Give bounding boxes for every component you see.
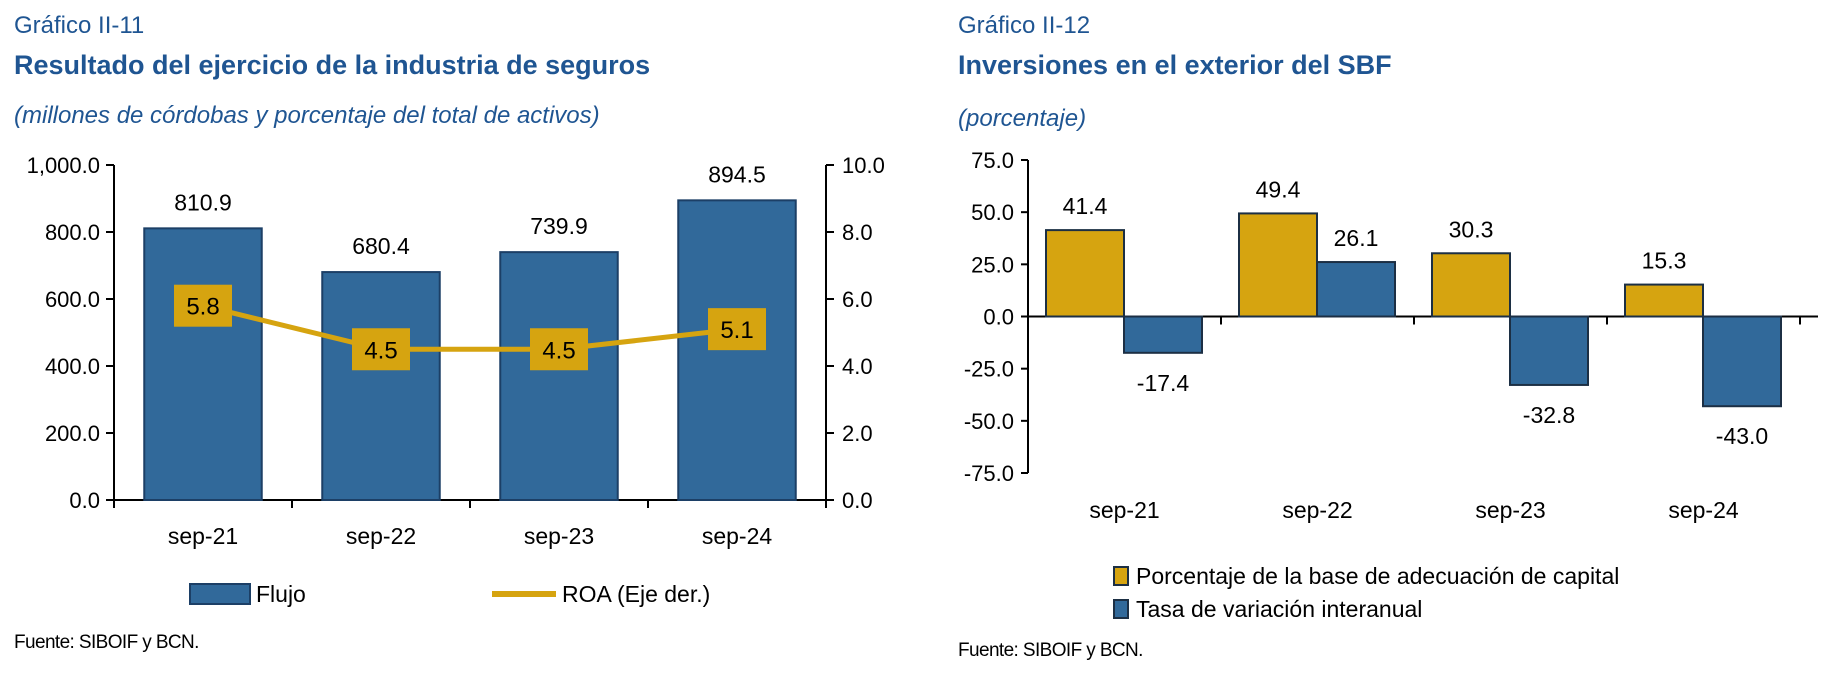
y2-tick-label: 0.0 — [842, 488, 873, 513]
figure-number: Gráfico II-12 — [958, 12, 1091, 39]
legend-swatch-porcentaje — [1113, 566, 1129, 586]
y2-tick-label: 6.0 — [842, 287, 873, 312]
chart-title: Inversiones en el exterior del SBF — [958, 50, 1392, 80]
chart-panel-left: Gráfico II-11 Resultado del ejercicio de… — [14, 12, 885, 653]
roa-label-box — [174, 284, 232, 327]
x-tick-label: sep-21 — [1089, 497, 1159, 523]
legend-label-flujo: Flujo — [256, 581, 306, 607]
bar-tasa — [1509, 315, 1589, 386]
x-tick-label: sep-24 — [702, 523, 773, 549]
y-tick-label: 1,000.0 — [27, 153, 100, 178]
x-tick-label: sep-22 — [346, 523, 416, 549]
bar-tasa — [1123, 315, 1203, 354]
y-tick-label: 200.0 — [45, 421, 100, 446]
bar-tasa-label: 26.1 — [1334, 225, 1379, 251]
y-tick-label: -50.0 — [964, 409, 1014, 434]
bar-tasa — [1316, 261, 1396, 318]
y2-tick-label: 8.0 — [842, 220, 873, 245]
y-tick-label: 75.0 — [971, 148, 1014, 173]
chart-subtitle: (porcentaje) — [958, 105, 1087, 132]
bar-porcentaje — [1431, 252, 1511, 318]
y-tick-label: -25.0 — [964, 357, 1014, 382]
y-tick-label: 600.0 — [45, 287, 100, 312]
roa-value-label: 5.1 — [720, 317, 753, 344]
chart-right-svg: -75.0 -50.0 -25.0 0.0 25.0 50.0 75.0 41.4 -17.4 s… — [964, 148, 1818, 622]
roa-value-label: 4.5 — [364, 337, 397, 364]
x-tick-label: sep-22 — [1282, 497, 1352, 523]
bar-tasa — [1702, 315, 1782, 408]
bar-flujo — [677, 199, 797, 501]
bar-porcentaje-label: 41.4 — [1063, 193, 1108, 219]
y-tick-label: 50.0 — [971, 200, 1014, 225]
roa-value-label: 5.8 — [186, 294, 219, 321]
bar-porcentaje — [1624, 283, 1704, 318]
bar-porcentaje-label: 30.3 — [1449, 216, 1494, 242]
y-tick-label: 0.0 — [69, 488, 100, 513]
chart-title: Resultado del ejercicio de la industria … — [14, 50, 651, 80]
y2-tick-label: 2.0 — [842, 421, 873, 446]
roa-label-box — [708, 308, 766, 351]
chart-subtitle: (millones de córdobas y porcentaje del t… — [14, 102, 600, 129]
bar-value-label: 810.9 — [174, 189, 232, 215]
y-tick-label: 800.0 — [45, 220, 100, 245]
chart-panel-right: Gráfico II-12 Inversiones en el exterior… — [940, 0, 1833, 700]
legend-swatch-tasa — [1113, 599, 1129, 619]
bar-tasa-label: -17.4 — [1137, 370, 1190, 396]
bar-value-label: 894.5 — [708, 161, 766, 187]
y-tick-label: 0.0 — [983, 305, 1014, 330]
chart-source: Fuente: SIBOIF y BCN. — [958, 640, 1143, 661]
y2-tick-label: 4.0 — [842, 354, 873, 379]
legend-label-porcentaje: Porcentaje de la base de adecuación de c… — [1136, 563, 1619, 589]
bar-porcentaje — [1238, 212, 1318, 318]
x-tick-label: sep-23 — [1475, 497, 1545, 523]
bar-flujo — [321, 271, 441, 502]
x-tick-label: sep-23 — [524, 523, 594, 549]
bar-tasa-label: -32.8 — [1523, 402, 1575, 428]
legend-swatch-flujo — [189, 583, 251, 605]
roa-label-box — [530, 328, 588, 371]
chart-left-svg: 0.0 200.0 400.0 600.0 800.0 1,000.0 0.0 2.0 4.0 6… — [27, 153, 885, 607]
bar-porcentaje-label: 49.4 — [1256, 176, 1301, 202]
bar-porcentaje — [1045, 229, 1125, 318]
bar-value-label: 739.9 — [530, 213, 588, 239]
bar-flujo — [499, 251, 619, 501]
y-tick-label: 400.0 — [45, 354, 100, 379]
roa-label-box — [352, 328, 410, 371]
figure-number: Gráfico II-11 — [14, 12, 145, 39]
bar-tasa-label: -43.0 — [1716, 423, 1768, 449]
y2-tick-label: 10.0 — [842, 153, 885, 178]
bar-porcentaje-label: 15.3 — [1642, 248, 1687, 274]
chart-source: Fuente: SIBOIF y BCN. — [14, 632, 199, 653]
legend-label-roa: ROA (Eje der.) — [562, 581, 710, 607]
roa-line — [202, 303, 738, 352]
x-tick-label: sep-21 — [168, 523, 238, 549]
bar-value-label: 680.4 — [352, 233, 410, 259]
bar-flujo — [143, 227, 263, 501]
roa-value-label: 4.5 — [542, 337, 575, 364]
legend-label-tasa: Tasa de variación interanual — [1136, 596, 1422, 622]
y-tick-label: -75.0 — [964, 461, 1014, 486]
y-tick-label: 25.0 — [971, 252, 1014, 277]
x-tick-label: sep-24 — [1668, 497, 1739, 523]
